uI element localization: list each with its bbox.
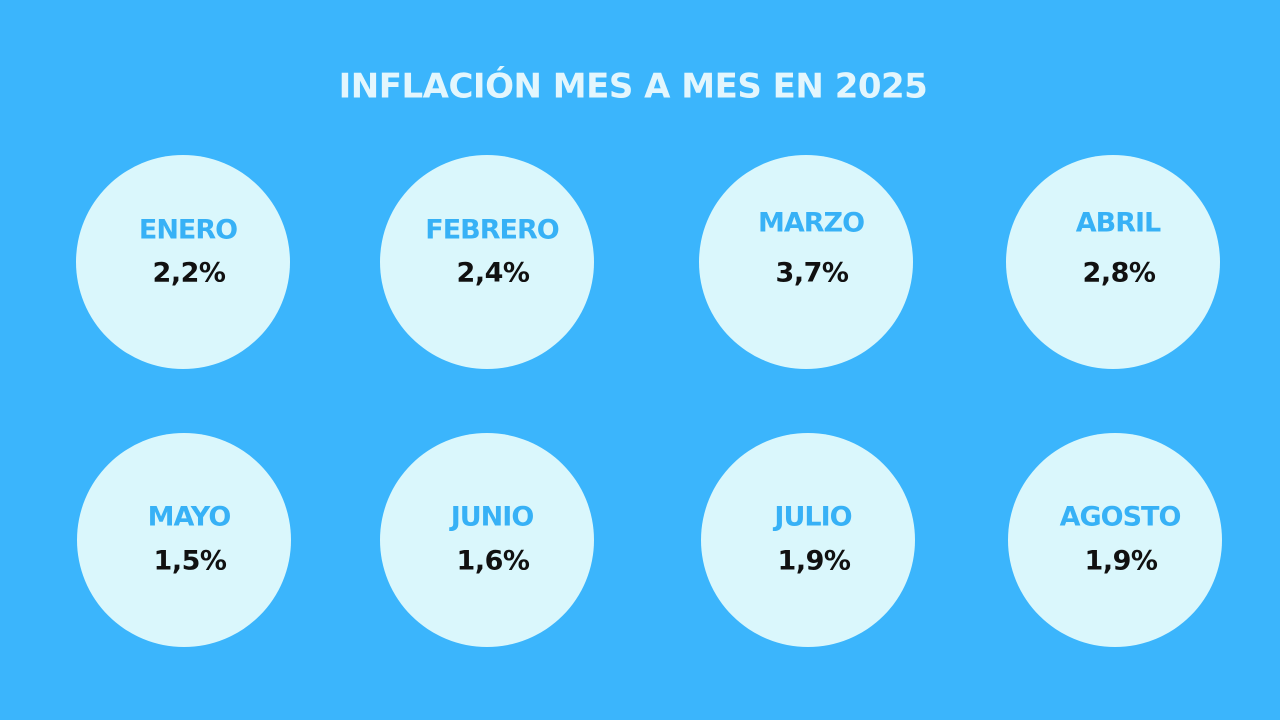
month-circle bbox=[76, 155, 290, 369]
month-name: ABRIL bbox=[1076, 208, 1161, 239]
month-circle bbox=[77, 433, 291, 647]
month-value: 1,5% bbox=[154, 546, 227, 577]
month-value: 2,2% bbox=[153, 258, 226, 289]
month-value: 1,9% bbox=[778, 546, 851, 577]
month-circle bbox=[699, 155, 913, 369]
month-value: 1,6% bbox=[457, 546, 530, 577]
month-circle bbox=[380, 155, 594, 369]
month-circle bbox=[1006, 155, 1220, 369]
month-name: ENERO bbox=[139, 215, 237, 246]
month-value: 2,4% bbox=[457, 258, 530, 289]
month-name: MAYO bbox=[148, 502, 231, 533]
title: INFLACIÓN MES A MES EN 2025 bbox=[339, 66, 928, 107]
month-circle bbox=[380, 433, 594, 647]
month-value: 2,8% bbox=[1083, 258, 1156, 289]
month-name: JUNIO bbox=[449, 502, 534, 533]
month-name: JULIO bbox=[772, 502, 851, 533]
month-value: 3,7% bbox=[776, 258, 849, 289]
month-value: 1,9% bbox=[1085, 546, 1158, 577]
month-name: MARZO bbox=[758, 208, 864, 239]
month-name: AGOSTO bbox=[1060, 502, 1181, 533]
month-circle bbox=[701, 433, 915, 647]
month-circle bbox=[1008, 433, 1222, 647]
month-name: FEBRERO bbox=[425, 215, 558, 246]
